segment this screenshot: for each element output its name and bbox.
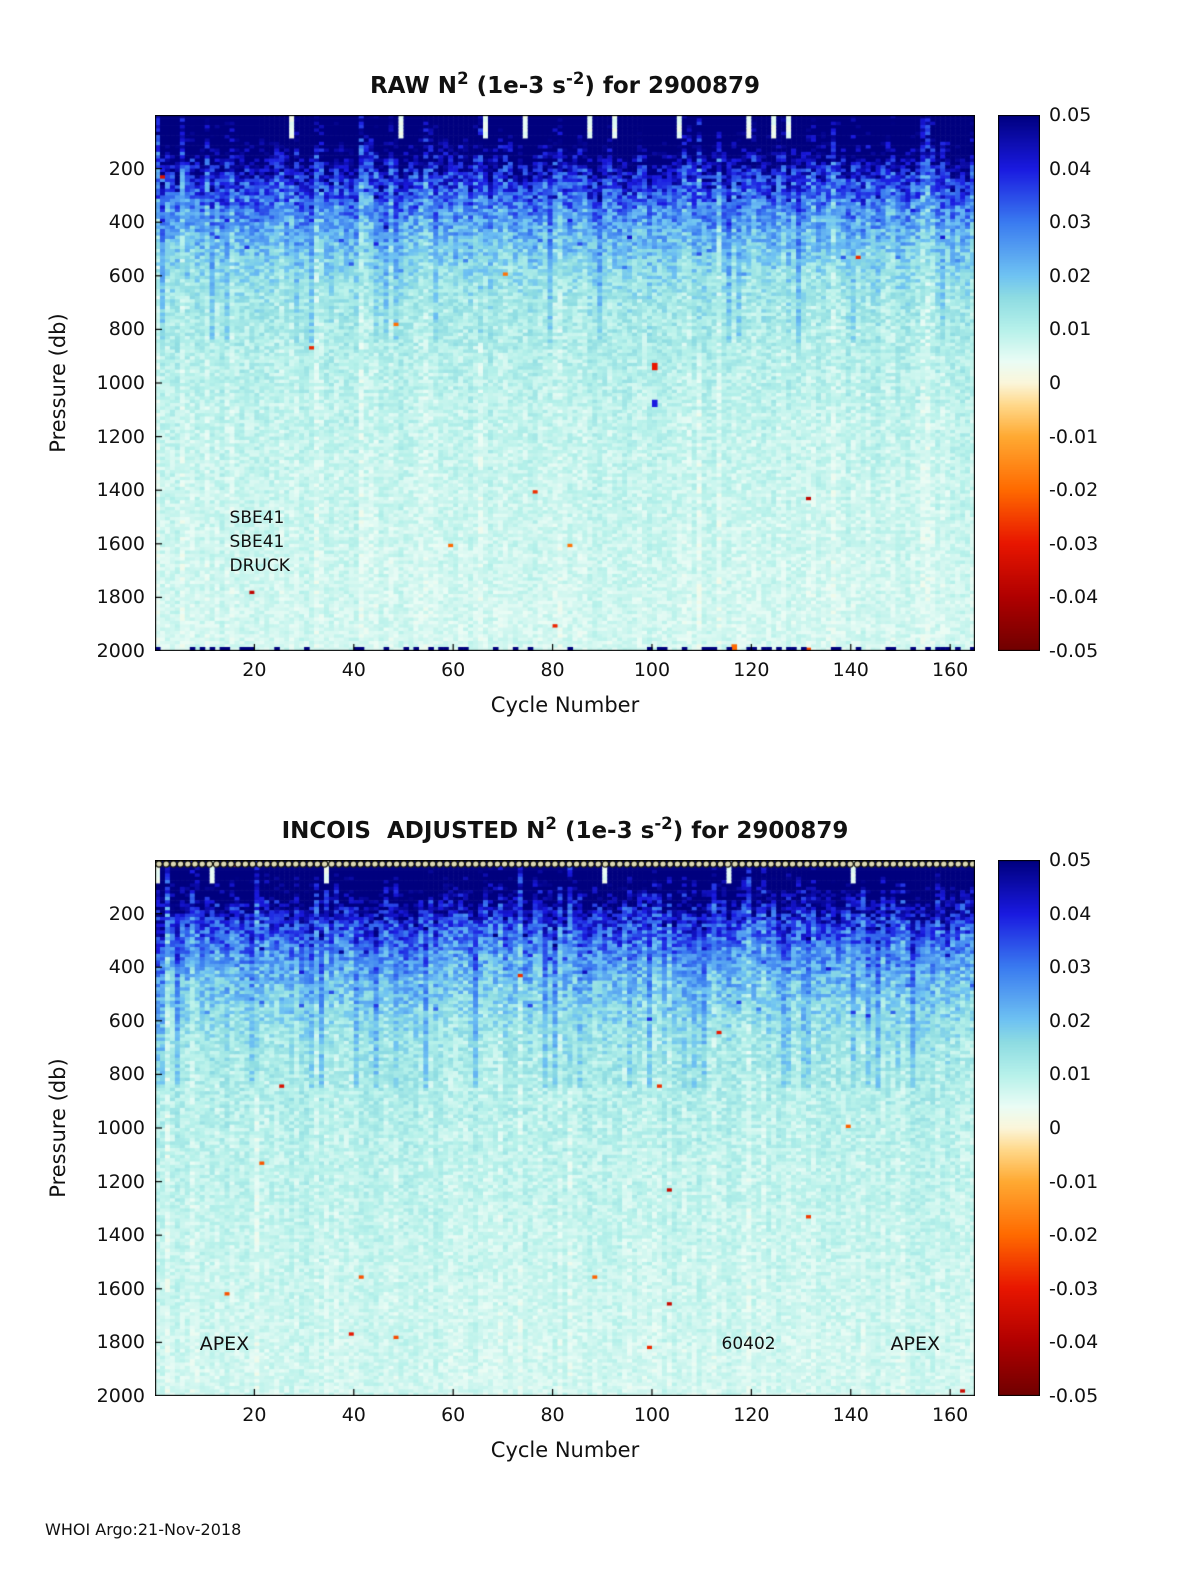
plot-annotation: APEX [890, 1333, 940, 1356]
colorbar-tick-label: -0.04 [1049, 586, 1099, 609]
y-tick-label: 1200 [96, 1170, 145, 1193]
colorbar-tick-label: 0.05 [1049, 849, 1092, 871]
x-tick-label: 80 [540, 1404, 565, 1426]
colorbar-tick-label: -0.03 [1049, 1277, 1099, 1300]
colorbar-tick-label: -0.02 [1049, 479, 1099, 502]
x-tick-label: 20 [242, 1404, 267, 1426]
colorbar-tick-label: 0.01 [1049, 1063, 1092, 1086]
colorbar-tick-label: 0.03 [1049, 211, 1092, 234]
y-tick-label: 1000 [96, 1117, 145, 1139]
title-superscript: 2 [457, 69, 469, 88]
plot-annotation: APEX [199, 1333, 250, 1356]
y-tick-label: 400 [108, 211, 145, 234]
heatmap-canvas [155, 115, 975, 651]
heatmap-canvas [155, 860, 975, 1396]
plot-annotation: SBE41 [229, 507, 285, 528]
y-tick-label: 1800 [96, 1331, 145, 1354]
colorbar-tick-label: 0.05 [1049, 104, 1092, 126]
y-tick-label: 2000 [96, 1385, 145, 1407]
colorbar-tick-label: 0.04 [1049, 902, 1092, 925]
colorbar-tick-label: -0.03 [1049, 532, 1099, 555]
x-tick-label: 60 [441, 1404, 466, 1426]
x-tick-label: 160 [932, 659, 969, 681]
footer-caption: WHOI Argo:21-Nov-2018 [45, 1520, 242, 1539]
y-tick-label: 1200 [96, 425, 145, 448]
colorbar-tick-label: -0.02 [1049, 1224, 1099, 1247]
y-tick-label: 800 [108, 1063, 145, 1086]
x-tick-label: 60 [441, 659, 466, 681]
y-axis-label: Pressure (db) [46, 1058, 70, 1198]
colorbar-tick-label: 0.01 [1049, 318, 1092, 341]
y-tick-label: 1400 [96, 1224, 145, 1247]
x-tick-label: 100 [633, 1404, 671, 1426]
x-tick-label: 140 [832, 659, 869, 681]
plot-annotation: DRUCK [229, 555, 290, 576]
colorbar-canvas [998, 860, 1040, 1396]
raw-n2-chart: RAW N2 (1e-3 s-2) for 2900879 20 40 60 80 100… [0, 0, 1200, 745]
y-tick-label: 1400 [96, 479, 145, 502]
y-tick-label: 1000 [96, 372, 145, 394]
y-tick-label: 200 [108, 902, 145, 925]
y-tick-label: 1800 [96, 586, 145, 609]
colorbar-tick-label: 0 [1049, 1117, 1062, 1139]
colorbar-tick-label: 0 [1049, 372, 1062, 394]
plot-annotation: SBE41 [229, 531, 285, 552]
plot-annotation: 60402 [721, 1334, 776, 1355]
x-tick-label: 120 [733, 659, 770, 681]
y-tick-label: 800 [108, 318, 145, 341]
chart-title: RAW N2 (1e-3 s-2) for 2900879 [155, 69, 975, 99]
y-axis-label: Pressure (db) [46, 313, 70, 453]
adjusted-n2-chart: INCOIS ADJUSTED N2 (1e-3 s-2) for 290087… [0, 745, 1200, 1490]
colorbar-tick-label: -0.05 [1049, 640, 1099, 662]
title-superscript: -2 [565, 69, 585, 88]
colorbar-tick-label: 0.03 [1049, 956, 1092, 979]
x-axis-label: Cycle Number [490, 1438, 640, 1462]
x-tick-label: 120 [733, 1404, 770, 1426]
x-tick-label: 80 [540, 659, 565, 681]
title-text: INCOIS ADJUSTED N [281, 818, 546, 844]
title-text: ) for 2900879 [584, 73, 761, 99]
title-text: (1e-3 s [556, 818, 655, 844]
chart-title: INCOIS ADJUSTED N2 (1e-3 s-2) for 290087… [155, 814, 975, 844]
x-tick-label: 160 [932, 1404, 969, 1426]
colorbar-tick-label: -0.05 [1049, 1385, 1099, 1407]
title-superscript: -2 [654, 814, 673, 833]
y-tick-label: 600 [108, 264, 145, 287]
colorbar-tick-label: -0.04 [1049, 1331, 1099, 1354]
x-axis-label: Cycle Number [490, 693, 640, 717]
title-text: (1e-3 s [468, 73, 566, 99]
colorbar-tick-label: 0.04 [1049, 157, 1092, 180]
colorbar-tick-label: -0.01 [1049, 425, 1099, 448]
y-tick-label: 200 [108, 157, 145, 180]
x-tick-label: 40 [341, 659, 366, 681]
title-text: ) for 2900879 [672, 818, 849, 844]
colorbar-tick-label: 0.02 [1049, 1009, 1092, 1032]
x-tick-label: 20 [242, 659, 267, 681]
y-tick-label: 400 [108, 956, 145, 979]
x-tick-label: 40 [341, 1404, 366, 1426]
y-tick-label: 600 [108, 1009, 145, 1032]
colorbar-tick-label: 0.02 [1049, 264, 1092, 287]
colorbar-tick-label: -0.01 [1049, 1170, 1099, 1193]
title-superscript: 2 [545, 814, 557, 833]
x-tick-label: 140 [832, 1404, 869, 1426]
y-tick-label: 2000 [96, 640, 145, 662]
x-tick-label: 100 [633, 659, 671, 681]
y-tick-label: 1600 [96, 532, 145, 555]
colorbar-canvas [998, 115, 1040, 651]
y-tick-label: 1600 [96, 1277, 145, 1300]
title-text: RAW N [369, 73, 458, 99]
